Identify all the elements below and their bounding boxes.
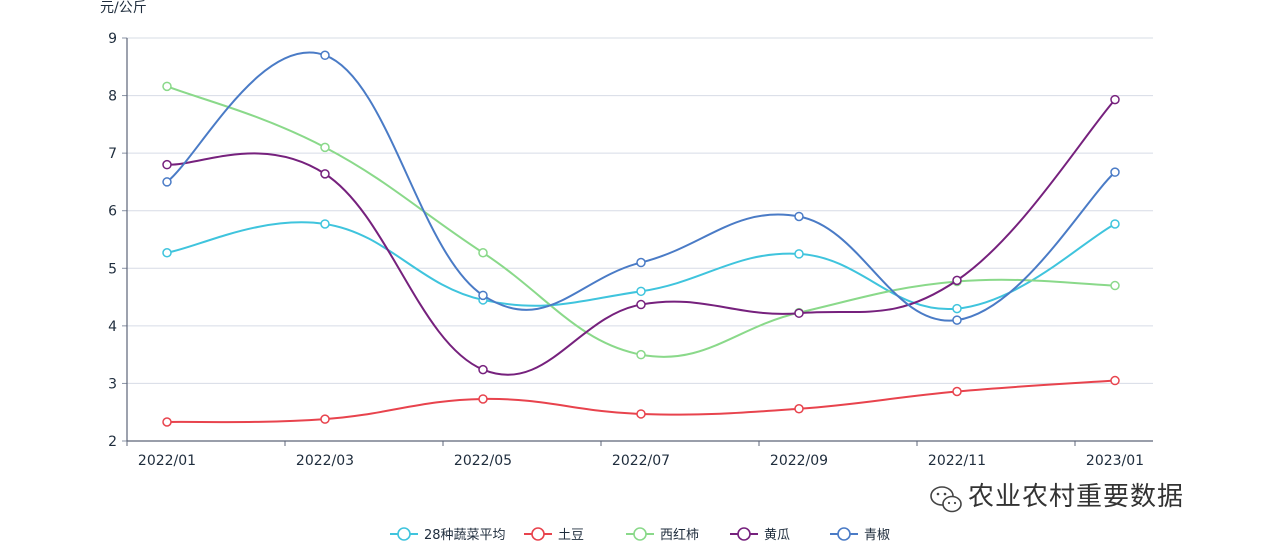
- gridlines: [127, 37, 1153, 384]
- data-point: [794, 404, 804, 414]
- data-point: [794, 211, 804, 222]
- data-point: [1110, 219, 1120, 229]
- data-point: [794, 249, 804, 259]
- legend-item: 土豆: [524, 527, 584, 543]
- x-tick-label: 2022/11: [928, 453, 986, 469]
- data-point: [162, 159, 172, 170]
- y-tick-label: 7: [108, 146, 117, 162]
- data-point: [636, 257, 646, 268]
- y-tick-label: 2: [108, 434, 117, 450]
- series-1: [162, 375, 1120, 427]
- data-point: [320, 169, 330, 179]
- data-point: [1110, 375, 1120, 386]
- data-point: [636, 349, 646, 360]
- data-point: [952, 315, 962, 325]
- data-point: [636, 299, 646, 310]
- legend-marker: [737, 527, 751, 541]
- legend-marker: [531, 527, 545, 541]
- data-point: [478, 247, 488, 258]
- series-line: [166, 98, 1116, 376]
- series-3: [162, 94, 1120, 376]
- legend-label: 西红柿: [660, 527, 699, 543]
- legend-item: 西红柿: [626, 527, 699, 543]
- y-tick-label: 8: [108, 89, 117, 105]
- data-point: [478, 290, 488, 301]
- legend-label: 黄瓜: [764, 528, 790, 543]
- series-2: [162, 81, 1120, 360]
- series-4: [162, 50, 1120, 325]
- legend-item: 28种蔬菜平均: [390, 527, 506, 543]
- axes: 元/公斤 2 3 4 5 6 7 8 9 2022/01 2022/03 2022/05 2022/0…: [100, 0, 1153, 469]
- data-point: [162, 81, 172, 92]
- data-point: [162, 247, 172, 258]
- watermark: 农业农村重要数据: [930, 482, 1184, 513]
- data-point: [952, 386, 962, 397]
- data-point: [162, 177, 172, 187]
- x-tick-label: 2022/07: [612, 453, 670, 469]
- series-lines: [162, 50, 1120, 427]
- x-tick-label: 2022/03: [296, 453, 354, 469]
- data-point: [320, 414, 330, 424]
- data-point: [794, 308, 804, 318]
- watermark-text: 农业农村重要数据: [968, 482, 1184, 512]
- data-point: [320, 142, 330, 153]
- data-point: [162, 417, 172, 427]
- legend-item: 黄瓜: [730, 527, 790, 543]
- y-tick-label: 6: [108, 204, 117, 220]
- data-point: [1110, 94, 1120, 105]
- legend-marker: [837, 527, 851, 541]
- legend-item: 青椒: [830, 527, 890, 543]
- y-tick-label: 4: [108, 319, 117, 335]
- x-tick-label: 2023/01: [1086, 453, 1144, 469]
- data-point: [952, 303, 962, 314]
- x-tick-label: 2022/09: [770, 453, 828, 469]
- legend-marker: [633, 527, 647, 541]
- data-point: [478, 394, 488, 404]
- legend-label: 土豆: [558, 528, 584, 543]
- data-point: [320, 219, 330, 229]
- data-point: [320, 50, 330, 61]
- x-tick-label: 2022/01: [138, 453, 196, 469]
- y-tick-label: 3: [108, 376, 117, 392]
- data-point: [1110, 280, 1120, 291]
- wechat-icon: [930, 486, 962, 513]
- legend-marker: [397, 527, 411, 541]
- data-point: [636, 286, 646, 297]
- legend-label: 28种蔬菜平均: [424, 528, 506, 543]
- y-axis-unit-label: 元/公斤: [100, 0, 147, 16]
- data-point: [952, 275, 962, 286]
- y-tick-label: 5: [108, 261, 117, 277]
- x-tick-label: 2022/05: [454, 453, 512, 469]
- y-tick-label: 9: [108, 31, 117, 47]
- legend: 28种蔬菜平均 土豆 西红柿 黄瓜 青椒: [390, 527, 890, 543]
- data-point: [636, 409, 646, 419]
- series-0: [162, 219, 1120, 314]
- data-point: [1110, 167, 1120, 177]
- legend-label: 青椒: [864, 528, 890, 543]
- data-point: [478, 364, 488, 375]
